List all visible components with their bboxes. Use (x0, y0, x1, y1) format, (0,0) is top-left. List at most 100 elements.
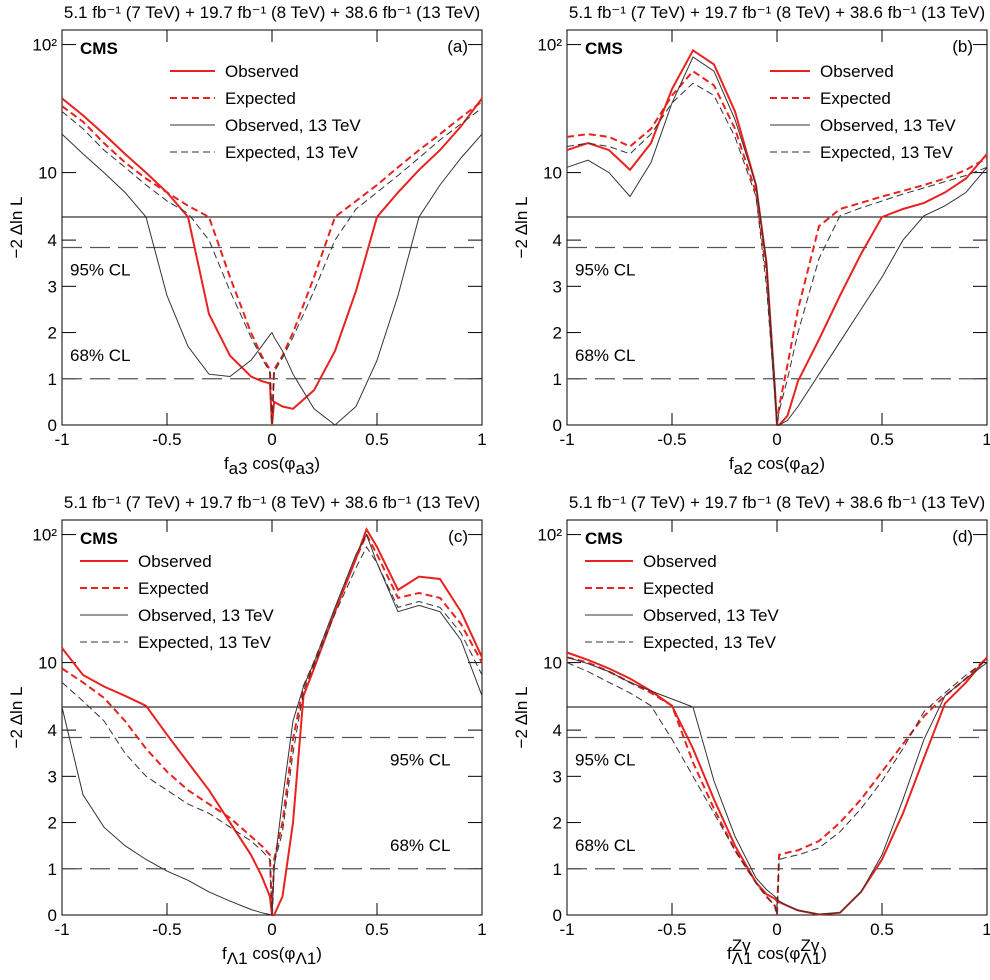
legend-label: Expected, 13 TeV (820, 143, 954, 162)
panel: 5.1 fb⁻¹ (7 TeV) + 19.7 fb⁻¹ (8 TeV) + 3… (7, 3, 487, 478)
x-axis-label: a3 (229, 459, 248, 478)
header: 5.1 fb⁻¹ (7 TeV) + 19.7 fb⁻¹ (8 TeV) + 3… (569, 493, 985, 512)
cl-label: 68% CL (575, 836, 635, 855)
legend-label: Observed, 13 TeV (138, 606, 274, 625)
brand: CMS (80, 529, 118, 548)
cl-label: 95% CL (70, 261, 130, 280)
x-tick-label: 1 (477, 430, 486, 449)
legend-label: Expected (820, 89, 891, 108)
x-tick-label: -1 (559, 430, 574, 449)
x-tick-label: 1 (982, 920, 990, 939)
curve (566, 656, 988, 916)
x-axis-label: a2 (734, 459, 753, 478)
curve (566, 656, 988, 915)
y-tick-label: 1 (553, 860, 562, 879)
cl-label: 68% CL (70, 346, 130, 365)
x-tick-label: -0.5 (657, 920, 686, 939)
y-tick-label: 2 (48, 324, 57, 343)
curve (566, 48, 988, 426)
y-tick-label: 4 (553, 231, 562, 250)
panel-label: (d) (952, 527, 973, 546)
x-tick-label: 0 (267, 920, 276, 939)
legend-label: Observed, 13 TeV (820, 116, 956, 135)
legend-label: Observed (225, 62, 299, 81)
x-tick-label: -1 (559, 920, 574, 939)
x-axis-label: f (224, 454, 229, 473)
curve (61, 97, 483, 426)
x-tick-label: 0.5 (365, 920, 389, 939)
x-tick-label: 1 (477, 920, 486, 939)
x-axis-label: f (222, 944, 227, 963)
x-tick-label: -0.5 (152, 920, 181, 939)
legend-label: Expected, 13 TeV (225, 143, 359, 162)
curve (61, 107, 483, 426)
curve (61, 533, 483, 916)
legend-label: Expected, 13 TeV (643, 633, 777, 652)
y-tick-label: 0 (553, 416, 562, 435)
cl-label: 95% CL (575, 261, 635, 280)
panel-label: (a) (447, 37, 468, 56)
legend-label: Observed (820, 62, 894, 81)
x-axis-label: Λ1 (800, 949, 821, 968)
x-axis-label: cos(φ (248, 944, 296, 963)
cl-label: 68% CL (575, 346, 635, 365)
x-tick-label: 0.5 (870, 430, 894, 449)
y-tick-label: 10² (32, 526, 57, 545)
y-tick-label: 1 (553, 370, 562, 389)
y-tick-label: 2 (48, 814, 57, 833)
brand: CMS (585, 529, 623, 548)
y-tick-label: 2 (553, 814, 562, 833)
x-tick-label: -0.5 (152, 430, 181, 449)
x-axis-label: Zγ (732, 936, 751, 955)
y-axis-label: −2 Δln L (7, 197, 26, 259)
y-tick-label: 4 (48, 721, 57, 740)
x-tick-label: -1 (54, 430, 69, 449)
brand: CMS (585, 39, 623, 58)
x-axis-label: ) (316, 944, 322, 963)
legend-label: Expected (138, 579, 209, 598)
curve (61, 526, 483, 916)
x-tick-label: -1 (54, 920, 69, 939)
y-tick-label: 4 (553, 721, 562, 740)
panel: 5.1 fb⁻¹ (7 TeV) + 19.7 fb⁻¹ (8 TeV) + 3… (7, 493, 487, 968)
x-axis-label: Zγ (800, 936, 819, 955)
x-tick-label: 0 (772, 920, 781, 939)
header: 5.1 fb⁻¹ (7 TeV) + 19.7 fb⁻¹ (8 TeV) + 3… (64, 3, 480, 22)
x-axis-label: Λ1 (295, 949, 316, 968)
x-axis-label: f (729, 454, 734, 473)
header: 5.1 fb⁻¹ (7 TeV) + 19.7 fb⁻¹ (8 TeV) + 3… (569, 3, 985, 22)
panel-label: (c) (448, 527, 468, 546)
y-tick-label: 10 (38, 164, 57, 183)
brand: CMS (80, 39, 118, 58)
curve (61, 546, 483, 916)
plot-frame (566, 29, 988, 426)
y-tick-label: 10 (38, 654, 57, 673)
y-tick-label: 3 (553, 767, 562, 786)
curve (566, 651, 988, 916)
legend-label: Observed, 13 TeV (643, 606, 779, 625)
cl-label: 95% CL (575, 751, 635, 770)
curve (566, 56, 988, 426)
x-axis-label: cos(φ (248, 454, 296, 473)
curve (61, 133, 483, 426)
y-tick-label: 10 (543, 654, 562, 673)
x-axis-label: ) (819, 454, 825, 473)
y-tick-label: 10² (537, 36, 562, 55)
x-axis-label: Λ1 (227, 949, 248, 968)
curve (61, 532, 483, 916)
curve (566, 659, 988, 916)
curve (61, 100, 483, 426)
panel: 5.1 fb⁻¹ (7 TeV) + 19.7 fb⁻¹ (8 TeV) + 3… (512, 493, 990, 968)
panel: 5.1 fb⁻¹ (7 TeV) + 19.7 fb⁻¹ (8 TeV) + 3… (512, 3, 990, 478)
curve (566, 69, 988, 426)
x-axis-label: cos(φ (753, 944, 801, 963)
y-tick-label: 4 (48, 231, 57, 250)
y-tick-label: 3 (553, 277, 562, 296)
y-tick-label: 2 (553, 324, 562, 343)
header: 5.1 fb⁻¹ (7 TeV) + 19.7 fb⁻¹ (8 TeV) + 3… (64, 493, 480, 512)
cl-label: 95% CL (390, 751, 450, 770)
x-tick-label: 0.5 (870, 920, 894, 939)
y-axis-label: −2 Δln L (512, 687, 531, 749)
y-axis-label: −2 Δln L (512, 197, 531, 259)
y-tick-label: 1 (48, 860, 57, 879)
